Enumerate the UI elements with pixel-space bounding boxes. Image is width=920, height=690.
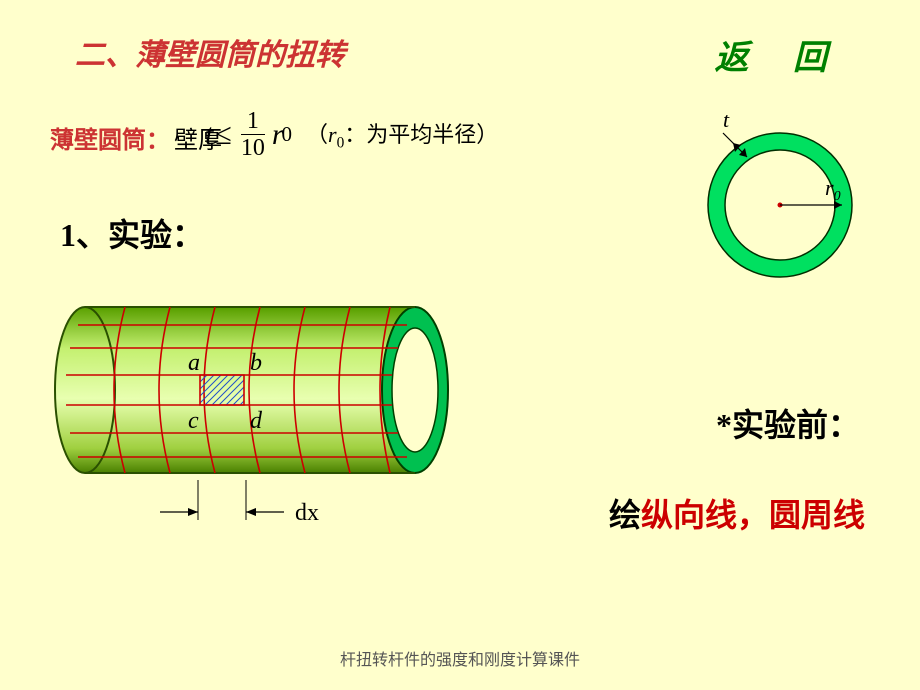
formula-var-t: t: [205, 118, 213, 152]
section-text: 1、实验：: [60, 217, 204, 253]
before-experiment-label: *实验前：: [716, 400, 860, 446]
cylinder-right-inner: [392, 328, 438, 452]
thickness-formula: t ≤ 1 10 r 0 （r0：为平均半径）: [205, 108, 498, 162]
cylinder-left-cap: [55, 307, 115, 473]
title-text: 二、薄壁圆筒的扭转: [75, 39, 345, 72]
label-c: c: [188, 408, 199, 434]
slide-footer: 杆扭转杆件的强度和刚度计算课件: [0, 646, 920, 670]
formula-num: 1: [241, 108, 265, 135]
comma: ，: [737, 497, 769, 533]
t-label: t: [723, 115, 730, 132]
formula-note: （r0：为平均半径）: [306, 117, 498, 152]
draw-lines-text: 绘纵向线，圆周线: [609, 490, 865, 536]
formula-sub: 0: [282, 122, 293, 147]
definition-row: 薄壁圆筒： 壁厚: [50, 120, 222, 155]
ring-cross-section-diagram: r0 t: [675, 115, 865, 285]
label-d: d: [250, 408, 263, 434]
label-a: a: [188, 350, 200, 376]
element-abcd: [200, 375, 244, 405]
label-b: b: [250, 350, 262, 376]
experiment-heading: 1、实验：: [60, 210, 204, 256]
return-link[interactable]: 返 回: [715, 30, 846, 79]
definition-label: 薄壁圆筒：: [50, 120, 170, 155]
longitudinal-word: 纵向线: [641, 497, 737, 533]
formula-op: ≤: [215, 118, 231, 152]
dx-label: dx: [295, 500, 319, 526]
draw-word: 绘: [609, 497, 641, 533]
return-text: 返 回: [715, 40, 846, 77]
formula-fraction: 1 10: [237, 108, 269, 162]
footer-text: 杆扭转杆件的强度和刚度计算课件: [340, 652, 580, 669]
formula-den: 10: [237, 135, 269, 161]
asterisk: *: [716, 407, 732, 443]
cylinder-diagram: a b c d dx: [40, 290, 470, 570]
section-title: 二、薄壁圆筒的扭转: [75, 30, 345, 74]
circumferential-word: 圆周线: [769, 497, 865, 533]
before-exp-text: 实验前：: [732, 407, 860, 443]
cylinder-body: [85, 308, 415, 473]
